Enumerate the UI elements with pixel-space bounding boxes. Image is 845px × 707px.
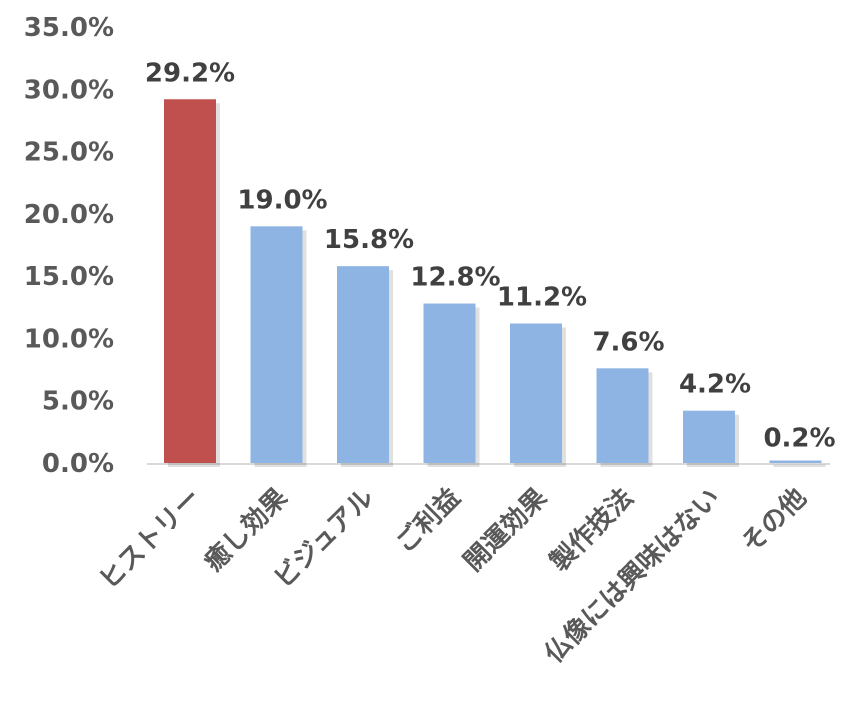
bar [337, 266, 389, 463]
data-label: 15.8% [324, 225, 414, 255]
y-tick-label: 20.0% [24, 200, 114, 230]
bars [164, 99, 826, 467]
bar-shadow [773, 464, 826, 467]
data-label: 11.2% [497, 282, 587, 312]
y-tick-label: 15.0% [24, 262, 114, 292]
data-label: 29.2% [145, 58, 235, 88]
bar [423, 303, 476, 463]
data-label: 0.2% [763, 424, 835, 454]
y-axis-ticks: 0.0% 5.0% 10.0% 15.0% 20.0% 25.0% 30.0% 35.0% [24, 13, 114, 479]
bar [596, 368, 649, 463]
category-label: 開運効果 [457, 482, 552, 577]
data-labels: 29.2% 19.0% 15.8% 12.8%11.2%7.6% 4.2% 0.2% [145, 58, 836, 453]
bar [683, 410, 735, 463]
bar [769, 460, 822, 463]
y-tick-label: 10.0% [24, 324, 114, 354]
category-label: ヒストリー [94, 483, 207, 596]
bar [250, 226, 303, 463]
data-label: 12.8% [410, 263, 500, 293]
bar [164, 99, 216, 463]
data-label: 4.2% [679, 370, 751, 400]
category-label: ご利益 [389, 482, 466, 559]
y-tick-label: 25.0% [24, 138, 114, 168]
category-label: その他 [736, 483, 812, 559]
y-tick-label: 0.0% [42, 449, 114, 479]
y-tick-label: 5.0% [42, 387, 114, 417]
y-tick-label: 30.0% [24, 75, 114, 105]
data-label: 19.0% [237, 185, 327, 215]
y-tick-label: 35.0% [24, 13, 114, 43]
bar [510, 323, 562, 463]
data-label: 7.6% [592, 327, 664, 357]
